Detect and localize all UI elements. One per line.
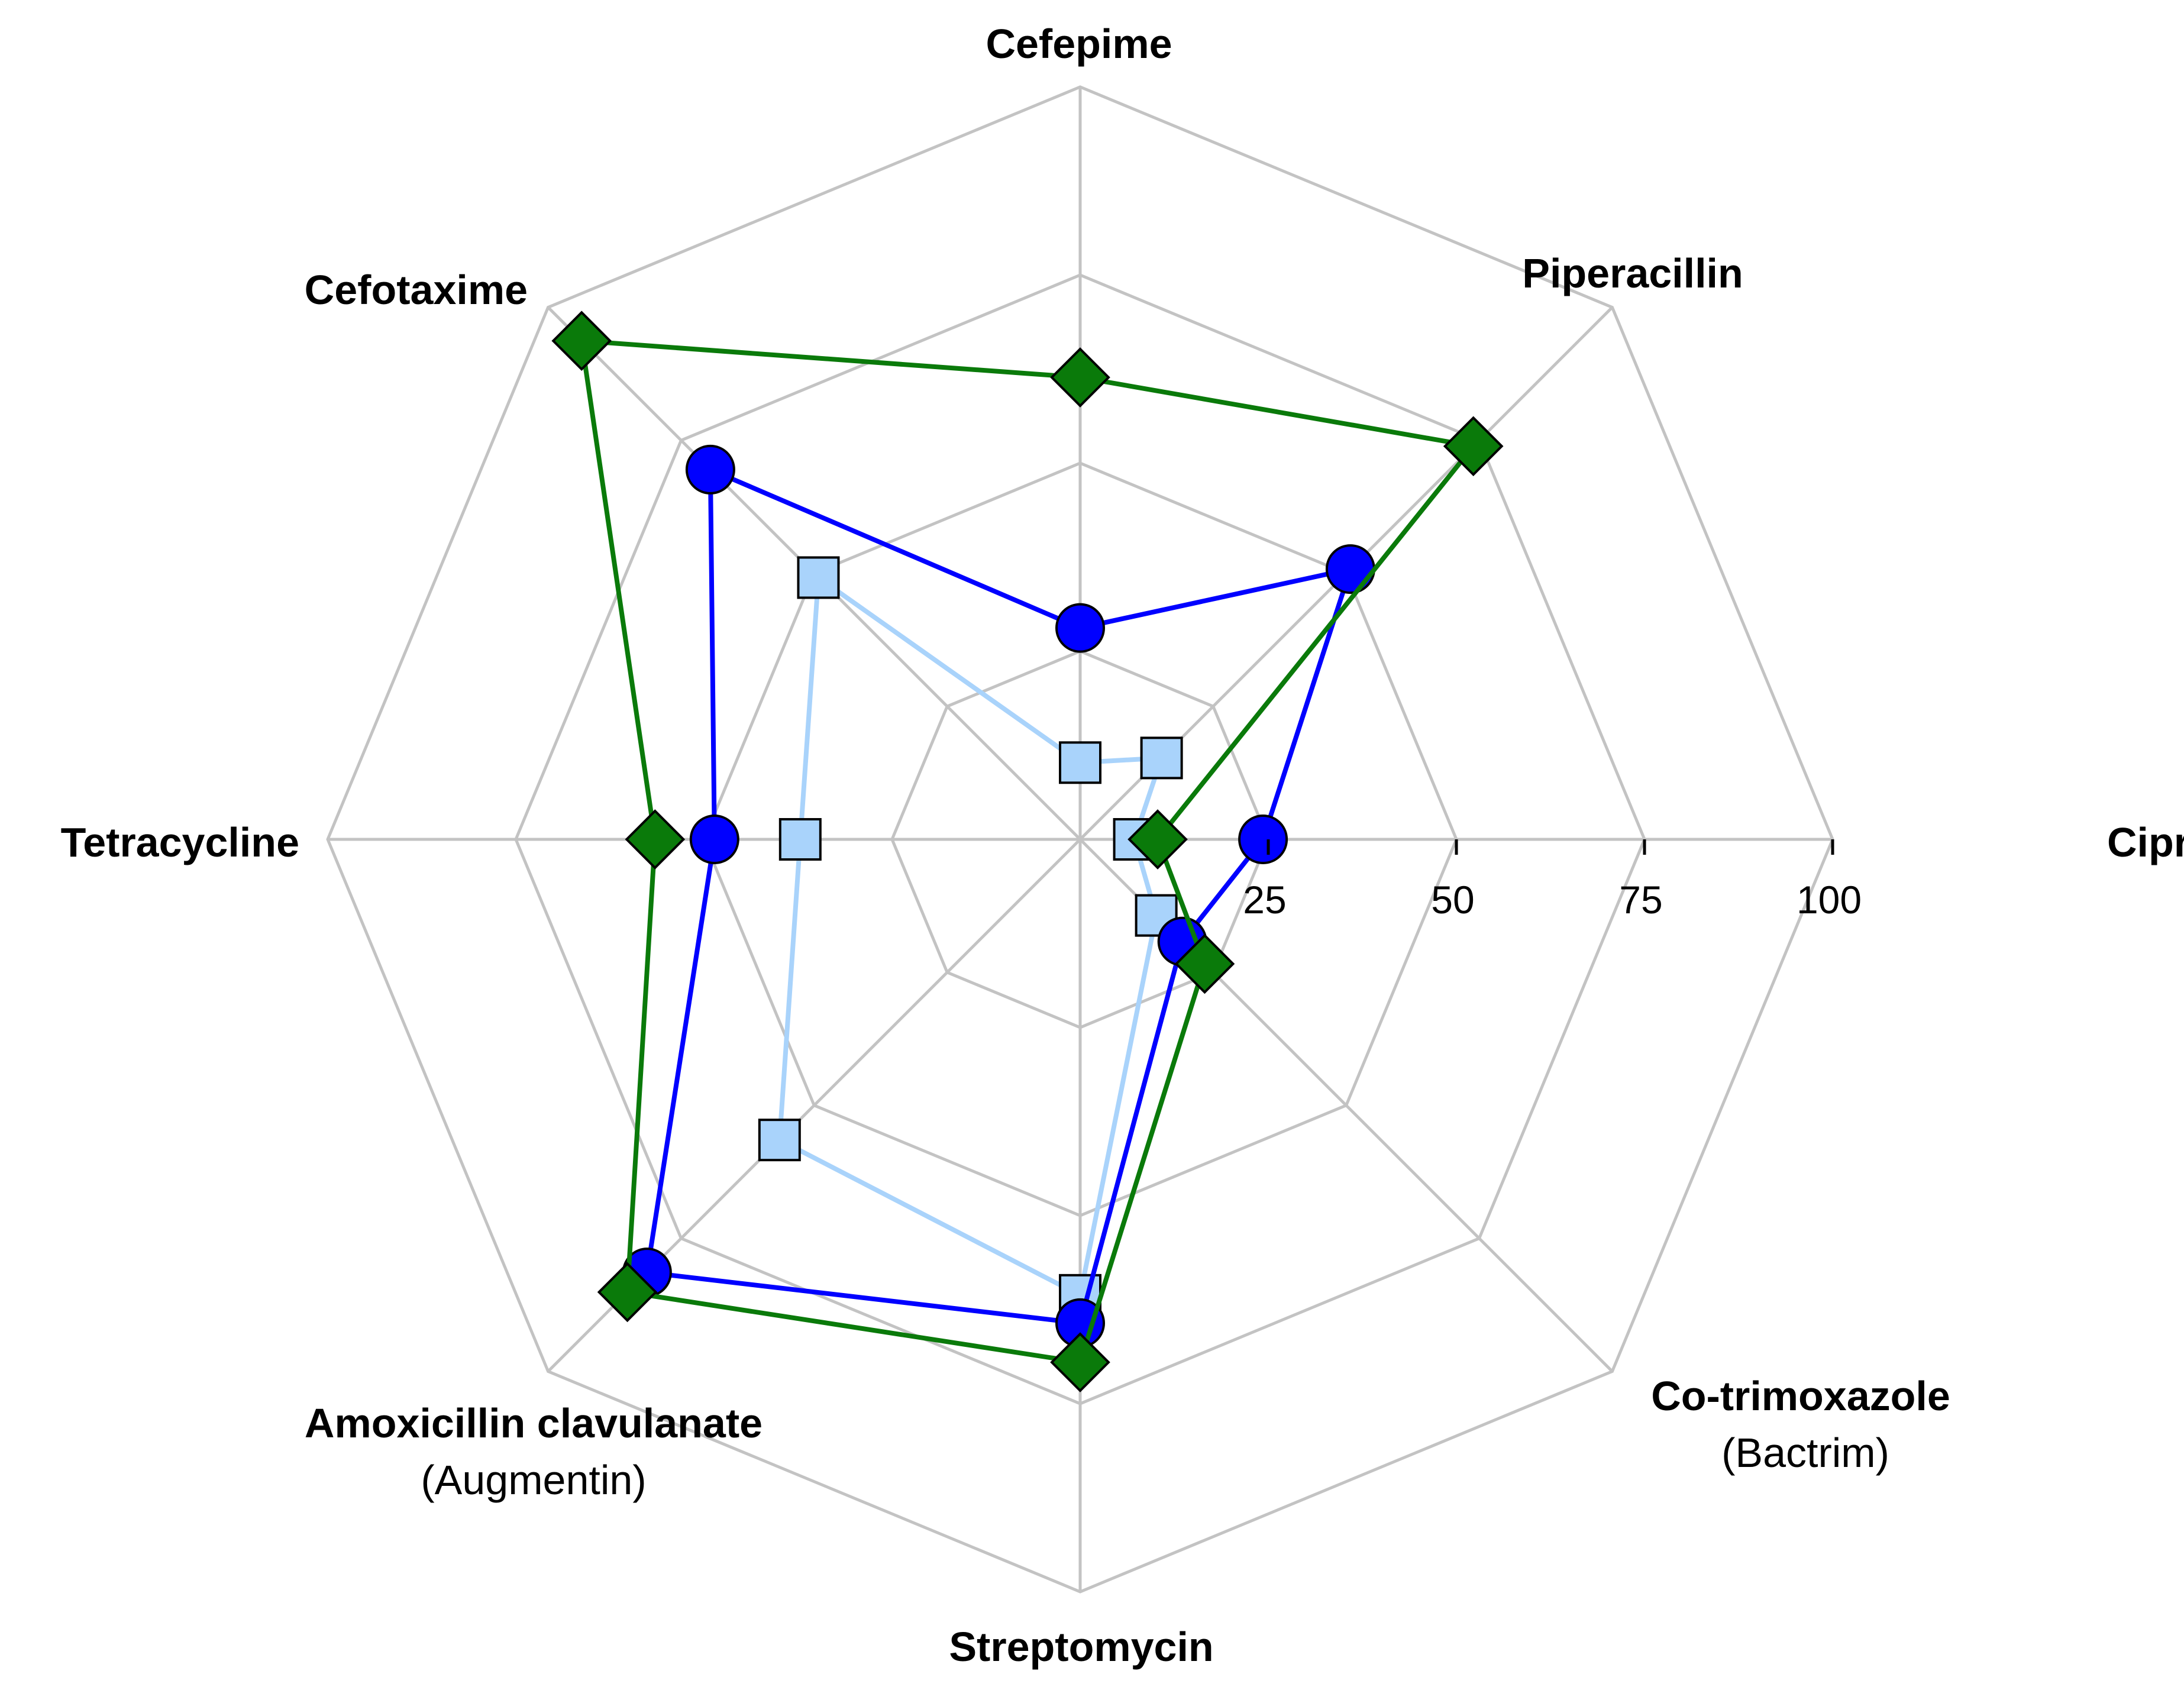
- tick-50: 50: [1431, 839, 1475, 922]
- marker-square-4: [778, 818, 822, 861]
- tick-75: 75: [1619, 839, 1663, 922]
- axis-label-streptomycin: Streptomycin: [949, 1624, 1213, 1670]
- series-square: [758, 556, 1183, 1317]
- axis-label-piperacillin: Piperacillin: [1522, 250, 1743, 296]
- tick-label-100: 100: [1797, 878, 1862, 922]
- tick-label-50: 50: [1431, 878, 1474, 922]
- marker-circle-4: [689, 815, 739, 864]
- radial-tick-axis: 25 50 75 100: [1243, 839, 1862, 922]
- tick-25: 25: [1243, 839, 1287, 922]
- tick-label-75: 75: [1619, 878, 1662, 922]
- axis-label-cefotaxime: Cefotaxime: [305, 267, 528, 313]
- axis-label-cefepime: Cefepime: [986, 21, 1172, 67]
- axis-sublabel-bactrim: (Bactrim): [1721, 1430, 1889, 1476]
- axis-label-amoxicillin-clavulanate: Amoxicillin clavulanate: [305, 1400, 763, 1446]
- marker-square-5: [758, 1119, 801, 1162]
- axis-label-tetracycline: Tetracycline: [61, 819, 299, 865]
- marker-diamond-0: [1127, 809, 1188, 870]
- marker-circle-3: [685, 444, 735, 495]
- series-layer: [551, 311, 1504, 1392]
- marker-square-1: [1140, 736, 1183, 780]
- axis-labels: Ciprofloxacin Piperacillin Cefepime Cefo…: [61, 21, 2184, 1670]
- marker-diamond-5: [597, 1262, 658, 1323]
- tick-100: 100: [1797, 839, 1862, 922]
- tick-label-25: 25: [1243, 878, 1286, 922]
- marker-diamond-2: [1050, 347, 1110, 408]
- marker-square-3: [797, 556, 840, 599]
- marker-diamond-3: [551, 311, 612, 371]
- marker-square-2: [1059, 741, 1101, 784]
- marker-diamond-7: [1174, 933, 1235, 994]
- series-line-square: [777, 575, 1164, 1298]
- marker-diamond-4: [625, 809, 686, 870]
- marker-circle-1: [1325, 544, 1375, 594]
- marker-circle-2: [1055, 603, 1105, 653]
- axis-label-co-trimoxazole: Co-trimoxazole: [1651, 1373, 1950, 1419]
- marker-diamond-6: [1050, 1332, 1110, 1392]
- marker-circle-0: [1238, 815, 1288, 864]
- series-diamond: [551, 311, 1504, 1392]
- axis-label-ciprofloxacin: Ciprofloxacin: [2107, 819, 2184, 865]
- marker-diamond-1: [1443, 416, 1504, 477]
- axis-sublabel-augmentin: (Augmentin): [421, 1457, 646, 1503]
